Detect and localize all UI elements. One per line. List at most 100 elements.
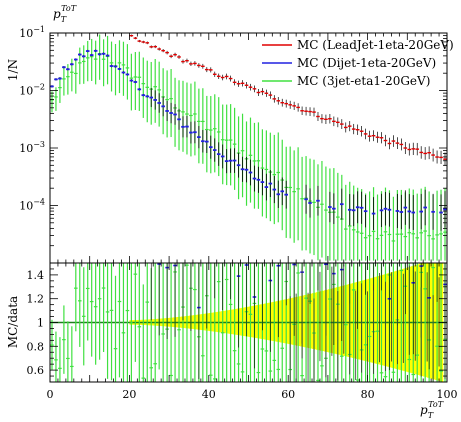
x-tick-label: 80 xyxy=(361,388,375,401)
reference-band-segment xyxy=(411,266,414,374)
reference-band-segment xyxy=(381,274,384,366)
reference-band-segment xyxy=(377,276,380,365)
reference-band-segment xyxy=(379,275,382,365)
reference-band-segment xyxy=(421,263,424,377)
reference-band-segment xyxy=(294,297,297,346)
reference-band-segment xyxy=(423,263,426,377)
reference-band-segment xyxy=(319,291,323,351)
reference-band-segment xyxy=(325,289,329,352)
reference-band-segment xyxy=(317,291,321,351)
reference-band-segment xyxy=(401,269,404,371)
ratio-y-tick-label: 1.4 xyxy=(27,269,45,282)
reference-band-segment xyxy=(391,272,394,368)
reference-band-segment xyxy=(310,293,313,349)
y-tick-label: 10−2 xyxy=(19,83,45,98)
reference-band-segment xyxy=(353,282,356,359)
reference-band-segment xyxy=(359,280,362,360)
reference-band-segment xyxy=(365,279,368,362)
reference-band-segment xyxy=(349,283,353,358)
reference-band-segment xyxy=(327,289,331,353)
reference-band-segment xyxy=(339,286,343,356)
reference-band-segment xyxy=(270,302,273,341)
reference-band-segment xyxy=(282,299,285,343)
reference-band-segment xyxy=(351,283,355,358)
reference-band-segment xyxy=(276,301,279,342)
reference-band-segment xyxy=(431,263,434,379)
reference-band-segment xyxy=(278,300,281,343)
legend-label: MC (3jet-eta1-20GeV) xyxy=(297,74,430,88)
y-tick-label: 10−3 xyxy=(19,140,45,155)
reference-band-segment xyxy=(405,267,408,372)
reference-band-segment xyxy=(256,305,259,339)
reference-band-segment xyxy=(300,295,303,347)
reference-band-segment xyxy=(252,305,255,338)
ratio-y-tick-label: 0.8 xyxy=(27,340,45,353)
reference-band-segment xyxy=(323,290,327,352)
reference-band-segment xyxy=(292,297,295,345)
reference-band-segment xyxy=(435,263,438,381)
y-tick-label: 10−4 xyxy=(19,198,45,213)
reference-band-segment xyxy=(341,285,345,356)
reference-band-segment xyxy=(258,304,261,339)
reference-band-segment xyxy=(335,287,339,355)
reference-band-segment xyxy=(264,303,267,340)
reference-band-segment xyxy=(345,284,349,357)
reference-band-segment xyxy=(399,269,402,371)
reference-band-segment xyxy=(425,263,428,378)
reference-band-segment xyxy=(403,268,406,372)
main-panel: 10−1 10−2 10−3 10−4 xyxy=(19,25,448,264)
ratio-panel: 0 20 40 60 80 100 0.6 0.8 1 1.2 1.4 xyxy=(27,262,458,401)
reference-band-segment xyxy=(272,301,275,342)
reference-band-segment xyxy=(407,267,410,373)
reference-band-segment xyxy=(296,296,299,346)
ratio-y-tick-label: 1 xyxy=(37,317,44,330)
reference-band-segment xyxy=(413,265,416,374)
reference-band-segment xyxy=(290,298,293,345)
reference-band-segment xyxy=(274,301,277,342)
ratio-y-tick-label: 1.2 xyxy=(27,293,45,306)
legend-label: MC (LeadJet-1eta-20GeV) xyxy=(297,38,454,52)
reference-band-segment xyxy=(363,279,366,361)
reference-band-segment xyxy=(385,273,388,367)
x-tick-label: 60 xyxy=(281,388,295,401)
reference-band-segment xyxy=(314,292,317,350)
reference-band-segment xyxy=(308,294,311,349)
reference-band-segment xyxy=(250,306,253,338)
reference-band-segment xyxy=(312,293,315,349)
reference-band-segment xyxy=(337,286,341,355)
y-tick-label: 10−1 xyxy=(19,25,45,40)
reference-band-segment xyxy=(343,285,347,357)
reference-band-segment xyxy=(433,263,436,380)
reference-band-segment xyxy=(373,277,376,364)
legend-label: MC (Dijet-1eta-20GeV) xyxy=(297,56,436,70)
reference-band-segment xyxy=(260,304,263,339)
reference-band-segment xyxy=(286,298,289,344)
reference-band-segment xyxy=(419,263,422,376)
reference-band-segment xyxy=(417,264,420,375)
reference-band-segment xyxy=(361,280,364,361)
reference-band-segment xyxy=(262,303,265,340)
reference-band-segment xyxy=(331,288,335,354)
reference-band-segment xyxy=(298,296,301,347)
reference-band-segment xyxy=(266,303,269,340)
reference-band-segment xyxy=(389,272,392,368)
reference-band-segment xyxy=(248,306,251,337)
reference-band-segment xyxy=(304,294,307,348)
reference-band-segment xyxy=(355,282,358,359)
x-tick-label: 0 xyxy=(47,388,54,401)
reference-band-segment xyxy=(429,263,432,379)
reference-band-segment xyxy=(321,290,325,352)
reference-band-segment xyxy=(306,294,309,348)
x-axis-title: pTToT xyxy=(420,400,444,420)
reference-band-segment xyxy=(383,274,386,366)
reference-band-segment xyxy=(254,305,257,338)
reference-band-segment xyxy=(284,299,287,344)
reference-band-segment xyxy=(427,263,430,378)
x-tick-label: 100 xyxy=(437,388,458,401)
reference-band-segment xyxy=(387,273,390,367)
top-y-axis-title: 1/N xyxy=(6,59,20,81)
top-x-axis-title: pTToT xyxy=(53,4,77,24)
x-tick-label: 40 xyxy=(202,388,216,401)
ratio-y-axis-title: MC/data xyxy=(6,296,20,348)
reference-band-segment xyxy=(415,264,418,375)
